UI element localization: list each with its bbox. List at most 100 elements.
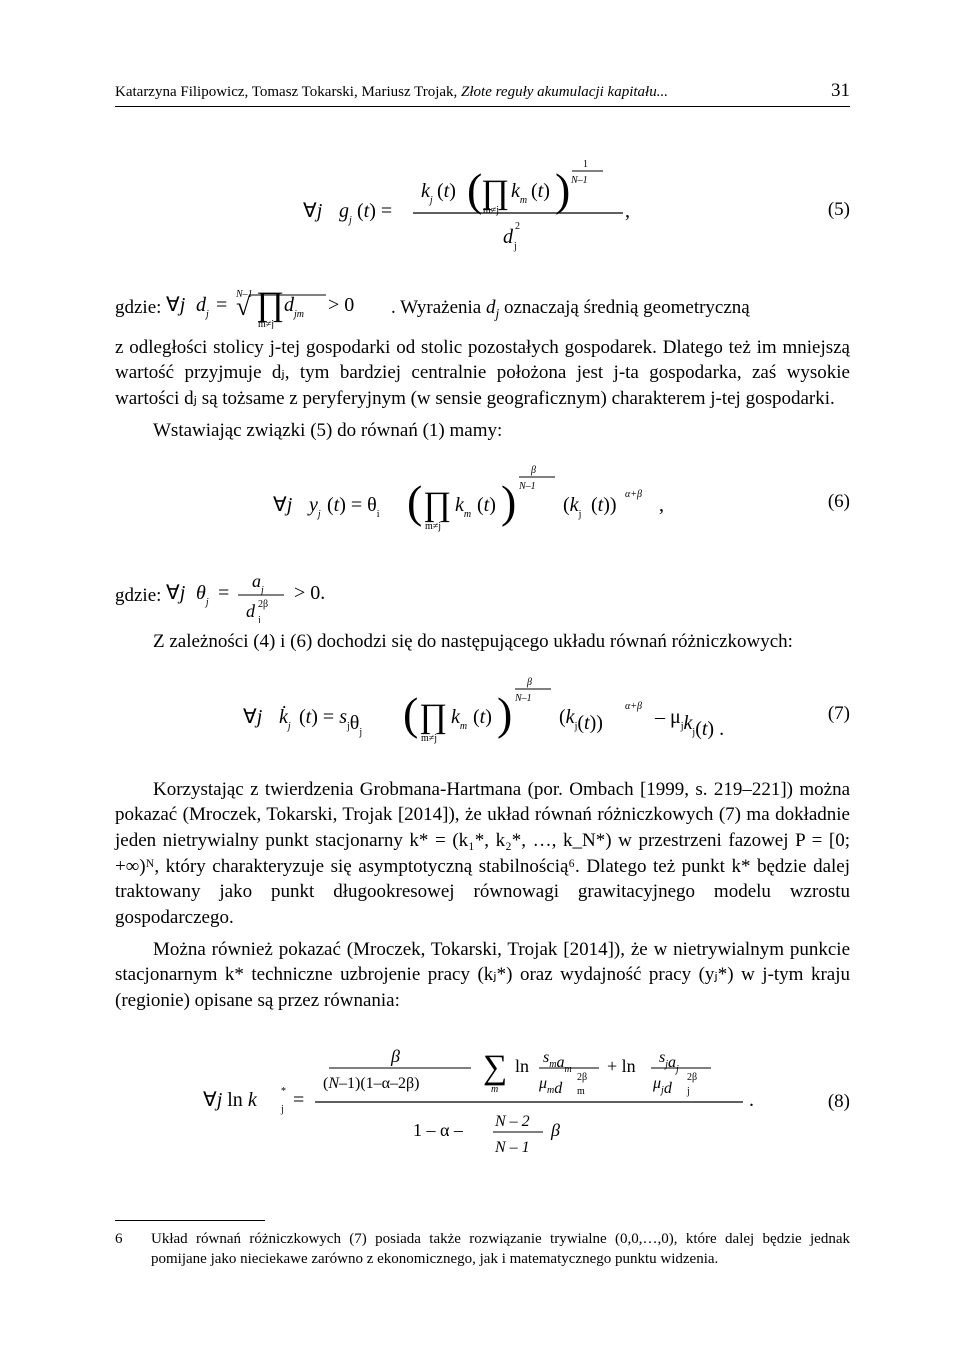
svg-text:2: 2 — [515, 221, 520, 232]
svg-text:1 – α –: 1 – α – — [413, 1120, 464, 1140]
svg-text:dj: dj — [196, 294, 209, 320]
svg-text:d: d — [246, 601, 256, 621]
svg-text:2β: 2β — [687, 1072, 697, 1083]
footnote-mark: 6 — [115, 1229, 151, 1270]
svg-text:∀j: ∀j — [303, 200, 323, 222]
inline-math-d_j: ∀j dj = N–1 √ ∏ m≠j djm > 0 — [166, 283, 386, 329]
svg-text:.: . — [749, 1089, 754, 1111]
svg-text:α+β: α+β — [625, 489, 642, 500]
svg-text:∏: ∏ — [256, 286, 284, 323]
inline-math-theta_j: ∀j θj = aj d j 2β > 0. — [166, 565, 366, 623]
running-head: Katarzyna Filipowicz, Tomasz Tokarski, M… — [115, 78, 850, 107]
svg-text:): ) — [497, 688, 512, 739]
para-gdzie-2: gdzie: ∀j θj = aj d j 2β > 0. — [115, 565, 850, 623]
equation-6: ∀j yj (t) = θi ( ∏ m≠j km (t) ) β N–1 (k… — [115, 457, 850, 547]
svg-text:(t): (t) — [437, 180, 456, 202]
equation-8-svg: ∀j ln k j * = β (N–1)(1–α–2β) ∑ m ln sma… — [203, 1032, 763, 1172]
header-title-italic: Złote reguły akumulacji kapitału... — [461, 84, 668, 100]
svg-text:> 0.: > 0. — [294, 582, 325, 604]
svg-text:β: β — [550, 1120, 560, 1140]
para-gdzie-1: gdzie: ∀j dj = N–1 √ ∏ m≠j djm > 0 . Wyr… — [115, 283, 850, 329]
svg-text:m≠j: m≠j — [258, 319, 274, 329]
svg-text:sjaj: sjaj — [659, 1049, 679, 1075]
svg-text:N – 1: N – 1 — [494, 1139, 530, 1156]
equation-5-svg: ∀j gj (t) = kj (t) ( ∏ m≠j km (t) ) 1 N–… — [303, 155, 663, 265]
svg-text:*: * — [281, 1086, 286, 1097]
svg-text:(kj(t)): (kj(t)) — [559, 706, 603, 734]
svg-text:ln: ln — [515, 1056, 529, 1076]
page-number: 31 — [831, 78, 850, 104]
svg-text:β: β — [390, 1046, 400, 1066]
svg-text:j: j — [280, 1104, 284, 1115]
authors: Katarzyna Filipowicz, Tomasz Tokarski, M… — [115, 84, 457, 100]
svg-text:km: km — [451, 706, 467, 732]
svg-text:k̇j: k̇j — [279, 704, 291, 732]
svg-text:(t) = sjθj: (t) = sjθj — [299, 706, 362, 738]
svg-text:=: = — [216, 294, 227, 316]
svg-text:(t) = θi: (t) = θi — [327, 494, 380, 520]
equation-7-svg: ∀j k̇j (t) = sjθj ( ∏ m≠j km (t) ) β N–1… — [243, 669, 723, 759]
svg-text:2β: 2β — [258, 599, 268, 610]
footnote-6: 6 Układ równań różniczkowych (7) posiada… — [115, 1229, 850, 1270]
para-6: Można również pokazać (Mroczek, Tokarski… — [115, 937, 850, 1014]
svg-text:m≠j: m≠j — [425, 521, 441, 532]
svg-text:2β: 2β — [577, 1072, 587, 1083]
svg-text:θj: θj — [196, 582, 209, 608]
svg-text:(t)): (t)) — [591, 494, 617, 516]
svg-text:(t) =: (t) = — [357, 200, 392, 222]
gdzie-label-2: gdzie: — [115, 585, 166, 606]
svg-text:): ) — [501, 476, 516, 527]
d_j-symbol: dj — [486, 297, 499, 318]
svg-text:∀j: ∀j — [166, 294, 186, 316]
para-2: z odległości stolicy j-tej gospodarki od… — [115, 335, 850, 412]
svg-text:α+β: α+β — [625, 701, 642, 712]
svg-text:∑: ∑ — [483, 1049, 507, 1086]
para-3: Wstawiając związki (5) do równań (1) mam… — [115, 418, 850, 444]
svg-text:∏: ∏ — [419, 698, 447, 735]
svg-text:djm: djm — [284, 294, 304, 320]
footnote-rule — [115, 1220, 265, 1221]
equation-6-number: (6) — [828, 489, 850, 515]
svg-text:μmd: μmd — [538, 1075, 563, 1097]
equation-8-number: (8) — [828, 1089, 850, 1115]
svg-text:(t): (t) — [477, 494, 496, 516]
svg-text:N – 2: N – 2 — [494, 1113, 530, 1130]
svg-text:km: km — [455, 494, 471, 520]
svg-text:,: , — [625, 200, 630, 222]
equation-5: ∀j gj (t) = kj (t) ( ∏ m≠j km (t) ) 1 N–… — [115, 155, 850, 265]
svg-text:> 0: > 0 — [328, 294, 354, 316]
svg-text:): ) — [555, 164, 570, 215]
svg-text:(: ( — [403, 688, 418, 739]
svg-text:∀j: ∀j — [273, 494, 293, 516]
svg-text:=: = — [218, 582, 229, 604]
svg-text:yj: yj — [307, 494, 321, 520]
svg-text:kj: kj — [421, 180, 433, 206]
svg-text:1: 1 — [583, 159, 588, 170]
equation-5-number: (5) — [828, 197, 850, 223]
svg-text:m: m — [577, 1086, 585, 1097]
svg-text:=: = — [293, 1089, 304, 1111]
svg-text:∀j: ∀j — [243, 706, 263, 728]
svg-text:d: d — [503, 226, 514, 248]
svg-text:N–1: N–1 — [514, 693, 532, 704]
svg-text:km: km — [511, 180, 527, 206]
svg-text:(kj: (kj — [563, 494, 581, 520]
svg-text:∀j ln k: ∀j ln k — [203, 1089, 258, 1111]
para-5: Korzystając z twierdzenia Grobmana-Hartm… — [115, 777, 850, 931]
svg-text:√: √ — [236, 292, 251, 321]
svg-text:(t): (t) — [531, 180, 550, 202]
svg-text:,: , — [659, 494, 664, 516]
svg-text:(: ( — [407, 476, 422, 527]
svg-text:β: β — [530, 465, 536, 476]
svg-text:m≠j: m≠j — [421, 733, 437, 744]
svg-text:(t): (t) — [473, 706, 492, 728]
svg-text:smam: smam — [543, 1049, 572, 1075]
svg-text:N–1: N–1 — [570, 175, 588, 186]
gdzie-label-1: gdzie: — [115, 297, 166, 318]
gdzie-tail-1: oznaczają średnią geometryczną — [504, 297, 750, 318]
svg-text:∏: ∏ — [423, 486, 451, 523]
svg-text:N–1: N–1 — [518, 481, 536, 492]
svg-text:(N–1)(1–α–2β): (N–1)(1–α–2β) — [323, 1075, 420, 1092]
svg-text:μjd: μjd — [652, 1075, 673, 1097]
svg-text:gj: gj — [339, 200, 352, 226]
